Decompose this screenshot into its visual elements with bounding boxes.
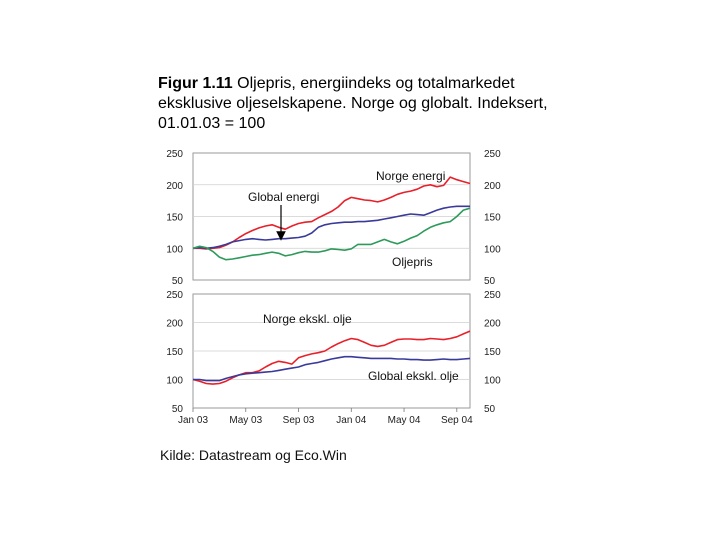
x-tick-label: Jan 03: [178, 415, 208, 426]
series-line: [193, 176, 471, 250]
y-tick-label-right: 100: [484, 376, 501, 387]
y-tick-label-right: 250: [484, 290, 501, 301]
ticks-bottom: 50 50 100 100 150 150 200 200 250 250: [166, 290, 501, 415]
series-line: [192, 205, 470, 250]
series-line: [192, 207, 471, 261]
annotation-norge-energi: Norge energi: [376, 169, 445, 183]
x-tick-label: May 03: [229, 415, 262, 426]
series-lines-bottom: [192, 330, 471, 385]
y-tick-label-right: 100: [484, 244, 501, 255]
x-tick-label: May 04: [388, 415, 421, 426]
y-tick-label-left: 100: [166, 376, 183, 387]
annotation-oljepris: Oljepris: [392, 255, 433, 269]
series-lines-top: [192, 176, 471, 261]
y-tick-label-left: 250: [166, 149, 183, 160]
y-tick-label-right: 150: [484, 347, 501, 358]
source-note: Kilde: Datastream og Eco.Win: [160, 447, 347, 463]
grid-bottom: [193, 322, 470, 380]
ticks-top: 50 50 100 100 150 150 200 200 250 250: [166, 149, 501, 287]
x-axis-ticks: Jan 03 May 03 Sep 03 Jan 04 May 04 Sep 04: [178, 408, 473, 426]
x-tick-label: Sep 04: [441, 415, 473, 426]
annotation-global-energi: Global energi: [248, 190, 319, 204]
series-line: [193, 355, 471, 382]
y-tick-label-left: 100: [166, 244, 183, 255]
panel-ex-oil: 50 50 100 100 150 150 200 200 250 250 Jan 03 May 0…: [166, 290, 501, 426]
y-tick-label-left: 50: [172, 276, 184, 287]
y-tick-label-left: 200: [166, 181, 183, 192]
y-tick-label-right: 200: [484, 319, 501, 330]
x-tick-label: Jan 04: [336, 415, 366, 426]
y-tick-label-left: 200: [166, 319, 183, 330]
y-tick-label-right: 50: [484, 404, 496, 415]
figure-number: Figur 1.11: [158, 75, 233, 92]
y-tick-label-right: 150: [484, 213, 501, 224]
x-tick-label: Sep 03: [283, 415, 315, 426]
y-tick-label-left: 250: [166, 290, 183, 301]
y-tick-label-left: 150: [166, 347, 183, 358]
annotation-global-ekskl-olje: Global ekskl. olje: [368, 369, 459, 383]
figure-caption: Oljepris, energiindeks og totalmarkedet …: [158, 75, 548, 132]
y-tick-label-left: 50: [172, 404, 184, 415]
y-tick-label-right: 200: [484, 181, 501, 192]
annotation-norge-ekskl-olje: Norge ekskl. olje: [263, 312, 352, 326]
y-tick-label-right: 250: [484, 149, 501, 160]
y-tick-label-right: 50: [484, 276, 496, 287]
panel-energy: 50 50 100 100 150 150 200 200 250 250 Norge energ…: [166, 149, 501, 287]
y-tick-label-left: 150: [166, 213, 183, 224]
figure-title: Figur 1.11 Oljepris, energiindeks og tot…: [158, 74, 558, 134]
